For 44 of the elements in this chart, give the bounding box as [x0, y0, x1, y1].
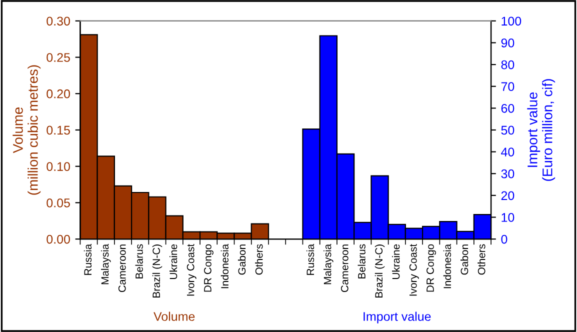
x-tick-label: DR Congo: [204, 244, 214, 292]
y-tick-label: 0.30: [46, 16, 70, 26]
x-tick-label: Others: [478, 244, 486, 275]
y-tick-label: 0.00: [46, 234, 70, 244]
y2-tick-label: 10: [502, 213, 514, 222]
y2-tick-label: 80: [501, 60, 514, 70]
y-tick-label: 0.25: [46, 53, 70, 62]
x-tick-label: Gabon: [238, 244, 246, 275]
y2-tick-label: 90: [501, 38, 514, 48]
x-tick-label: Ukraine: [392, 244, 400, 279]
x-tick-label: Others: [255, 244, 263, 275]
y2-tick-label: 0: [501, 234, 508, 244]
x-tick-label: Malaysia: [101, 244, 111, 284]
y-tick-label: 0.10: [46, 162, 70, 171]
x-tick-label: Russia: [84, 244, 92, 275]
y2-tick-label: 30: [501, 169, 514, 178]
y-tick-label: 0.20: [46, 89, 70, 98]
x-tick-label: Malaysia: [324, 244, 334, 284]
y2-tick-label: 20: [501, 191, 514, 200]
y2-tick-label: 100: [502, 16, 522, 26]
y2-tick-label: 50: [501, 126, 514, 135]
y-tick-label: 0.15: [46, 126, 70, 135]
x-tick-label: Ivory Coast: [186, 244, 196, 296]
y-axis-title: Volume (million cubic metres): [12, 65, 41, 195]
x-tick-label: Belarus: [358, 244, 366, 278]
x-tick-label: Indonesia: [220, 244, 228, 288]
x-tick-label: Ivory Coast: [409, 244, 419, 296]
y2-axis-title: Import value (Euro million, cif): [527, 79, 556, 181]
x-tick-label: Cameroon: [118, 244, 126, 292]
y-tick-label: 0.05: [46, 198, 70, 208]
y2-tick-label: 40: [501, 148, 514, 156]
text: Volume: [154, 312, 195, 321]
text: Import value: [364, 312, 431, 324]
x-tick-label: Belarus: [135, 244, 143, 278]
x-tick-label: Brazil (N-C): [374, 244, 385, 298]
x-tick-label: Russia: [306, 244, 314, 275]
x-tick-label: DR Congo: [426, 244, 436, 292]
x-tick-label: Cameroon: [340, 244, 348, 292]
x-tick-label: Ukraine: [169, 244, 178, 279]
y2-tick-label: 70: [501, 82, 514, 92]
x-tick-label: Indonesia: [443, 244, 452, 288]
x-tick-label: Gabon: [460, 244, 468, 275]
y2-tick-label: 60: [501, 104, 514, 113]
x-tick-label: Brazil (N-C): [152, 244, 162, 298]
